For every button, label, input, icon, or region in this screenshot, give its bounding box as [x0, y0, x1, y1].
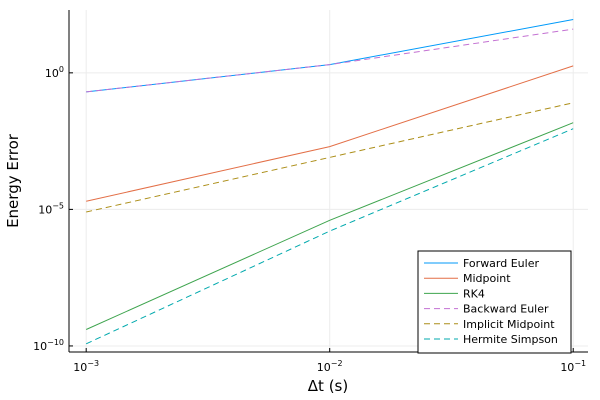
tick-labels: 10−3 10−2 10−1 10−10 10−5 100 [33, 65, 586, 374]
legend-label-backward-euler: Backward Euler [463, 303, 549, 316]
legend-label-forward-euler: Forward Euler [463, 257, 539, 270]
series-line-implicit-midpoint [86, 102, 574, 213]
x-tick-label-1: 10−2 [317, 359, 343, 374]
legend-label-midpoint: Midpoint [463, 272, 511, 285]
x-axis-title: Δt (s) [308, 377, 348, 395]
series-line-midpoint [86, 65, 574, 202]
y-tick-label-0: 10−10 [33, 338, 64, 353]
legend-box [417, 250, 572, 354]
series-line-backward-euler [86, 28, 574, 93]
series-lines [85, 19, 574, 345]
y-axis-title: Energy Error [4, 133, 22, 228]
legend: Forward Euler Midpoint RK4 Backward Euler Im… [417, 250, 572, 354]
series-line-rk4 [85, 122, 574, 330]
series-line-hermite-simpson [85, 128, 574, 345]
x-tick-label-0: 10−3 [73, 359, 99, 374]
legend-label-hermite-simpson: Hermite Simpson [463, 333, 558, 346]
legend-label-implicit-midpoint: Implicit Midpoint [463, 318, 555, 331]
y-tick-label-1: 10−5 [38, 201, 64, 216]
y-tick-label-2: 100 [45, 65, 64, 80]
legend-label-rk4: RK4 [463, 287, 485, 300]
x-tick-label-2: 10−1 [560, 359, 586, 374]
